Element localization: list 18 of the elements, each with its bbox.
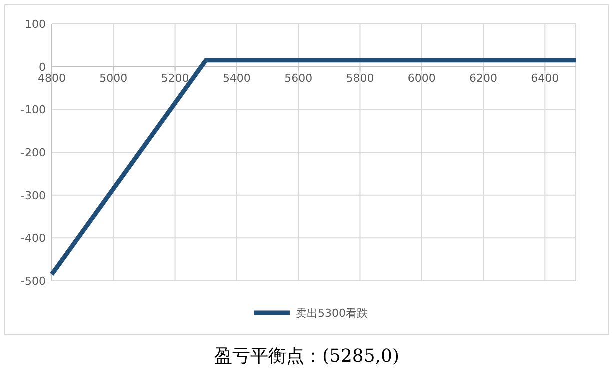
y-tick-label: 100 xyxy=(25,18,46,31)
x-tick-label: 6200 xyxy=(470,72,498,85)
x-tick-label: 5200 xyxy=(161,72,190,85)
x-tick-label: 5000 xyxy=(100,72,128,85)
x-tick-label: 5400 xyxy=(222,72,251,85)
y-tick-label: -400 xyxy=(21,232,46,246)
y-tick-label: -500 xyxy=(21,275,46,288)
text: 盈亏平衡点：(5285,0) xyxy=(214,346,400,367)
x-tick-label: 4800 xyxy=(38,72,66,85)
y-tick-label: 0 xyxy=(39,60,46,74)
legend-label: 卖出5300看跌 xyxy=(296,307,368,320)
y-tick-label: -300 xyxy=(21,189,46,202)
x-tick-label: 5600 xyxy=(284,72,313,85)
x-tick-label: 5800 xyxy=(346,72,374,85)
y-tick-label: -200 xyxy=(21,146,46,160)
x-tick-label: 6400 xyxy=(531,72,560,85)
y-tick-label: -100 xyxy=(21,104,46,117)
x-tick-label: 6000 xyxy=(408,72,436,85)
